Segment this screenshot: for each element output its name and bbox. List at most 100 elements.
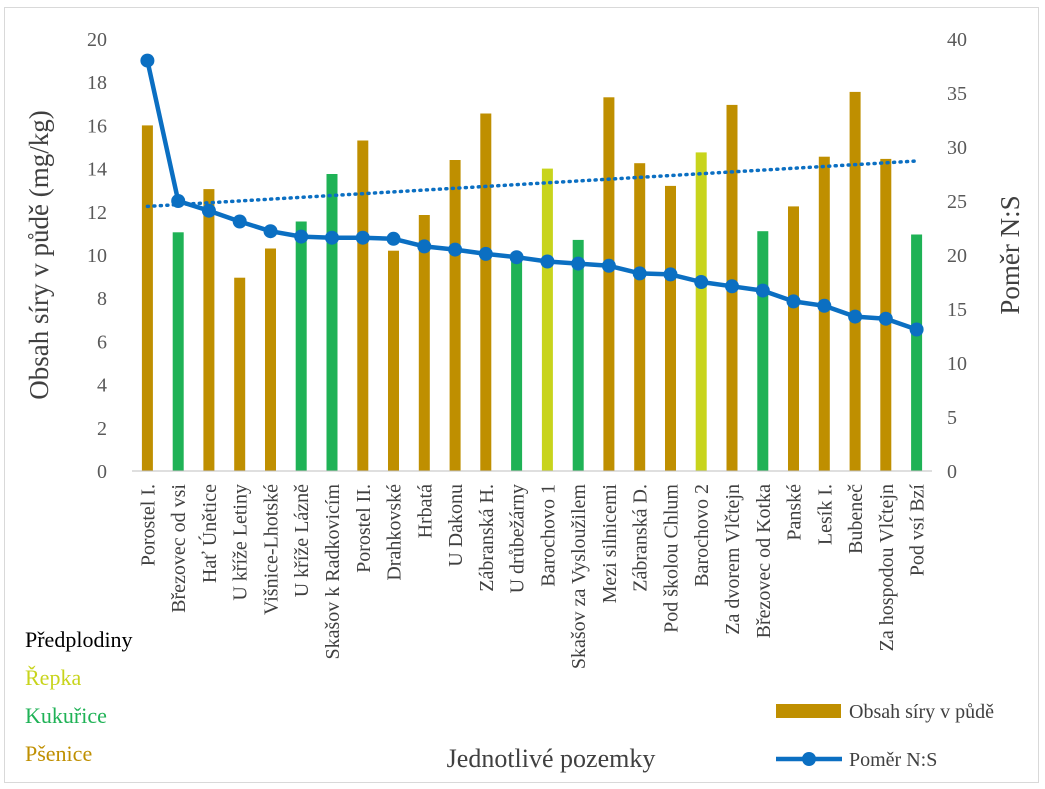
bar — [265, 248, 276, 471]
x-tick-label: Lesík I. — [814, 484, 836, 545]
line-point — [909, 322, 924, 337]
x-tick-label: Zábranská D. — [630, 484, 652, 592]
x-tick-label: Mezi silnicemi — [599, 484, 621, 604]
y-tick-label: 0 — [97, 461, 107, 483]
y2-tick-label: 40 — [947, 29, 967, 51]
x-tick-label: Porostel I. — [137, 484, 159, 566]
line-point — [878, 311, 893, 326]
bar — [849, 91, 861, 472]
x-tick-label: U kříže Lázně — [291, 484, 313, 597]
line-point — [509, 250, 524, 265]
x-tick-label: Březovec od vsi — [168, 484, 190, 613]
legend-bar-label: Obsah síry v půdě — [849, 701, 994, 723]
legend-line-label: Poměr N:S — [849, 749, 937, 771]
y2-tick-label: 5 — [947, 407, 957, 429]
y2-axis-title: Poměr N:S — [995, 195, 1025, 314]
line-point — [448, 242, 463, 257]
bar — [480, 113, 492, 471]
y-tick-label: 6 — [97, 331, 107, 353]
line-path — [145, 60, 918, 332]
y-tick-label: 14 — [87, 159, 107, 181]
line-point — [263, 224, 278, 239]
line-point — [417, 239, 432, 254]
bar-series — [141, 91, 923, 472]
bar — [788, 206, 799, 471]
x-tick-label: U Dakonu — [445, 484, 467, 567]
line-point — [848, 309, 863, 324]
y-axis-title: Obsah síry v půdě (mg/kg) — [24, 110, 54, 399]
x-tick-label: Hať Únětice — [197, 484, 221, 583]
x-tick-label: Barochovo 1 — [537, 484, 559, 587]
bar — [388, 250, 399, 471]
x-tick-label: U kříže Letiny — [230, 484, 252, 601]
x-tick-label: U drůbežárny — [507, 484, 529, 593]
bar — [234, 277, 246, 471]
line-point — [663, 267, 678, 282]
bar — [541, 168, 553, 471]
line-point — [478, 246, 493, 261]
line-point — [294, 229, 309, 244]
bar — [172, 232, 184, 471]
bar — [572, 239, 584, 471]
line-point — [601, 258, 616, 273]
line-series — [140, 53, 924, 337]
y2-tick-label: 25 — [947, 191, 967, 213]
bar — [295, 221, 307, 471]
y-tick-label: 18 — [87, 72, 107, 94]
bar — [418, 215, 430, 471]
x-axis-title: Jednotlivé pozemky — [447, 744, 656, 773]
line-point — [140, 53, 155, 68]
y-tick-label: 4 — [97, 375, 107, 397]
x-tick-label: Za dvorem Vlčtejn — [722, 484, 744, 635]
y2-tick-label: 15 — [947, 299, 967, 321]
line-point — [755, 283, 770, 298]
x-tick-label: Barochovo 2 — [691, 484, 713, 587]
legend-bar-swatch — [776, 704, 841, 718]
bar — [695, 152, 707, 471]
bar — [326, 174, 338, 471]
x-tick-label: Panské — [784, 484, 806, 541]
crop-legend-wheat: Pšenice — [25, 741, 92, 766]
bar — [449, 160, 461, 471]
y2-tick-label: 20 — [947, 245, 967, 267]
x-tick-label: Bubeneč — [845, 484, 867, 554]
crop-legend-maize: Kukuřice — [25, 703, 107, 728]
x-tick-label: Zábranská H. — [476, 484, 498, 592]
bar — [757, 231, 769, 471]
x-tick-label: Březovec od Kotka — [753, 484, 775, 639]
x-tick-label: Skašov za Vysloužilem — [568, 484, 590, 670]
y-tick-label: 8 — [97, 288, 107, 310]
crop-legend: Předplodiny Řepka Kukuřice Pšenice — [25, 627, 133, 766]
line-point — [171, 194, 186, 208]
x-tick-label: Pod vsí Bzí — [907, 484, 929, 577]
line-point — [386, 231, 401, 246]
line-point — [325, 230, 339, 245]
x-tick-label: Porostel II. — [353, 484, 375, 573]
y2-tick-label: 10 — [947, 353, 967, 375]
x-axis-categories: Porostel I. Březovec od vsi Hať Únětice U k… — [137, 484, 928, 670]
x-tick-label: Drahkovské — [384, 484, 406, 581]
line-point — [355, 230, 370, 245]
line-point — [632, 266, 647, 281]
x-tick-label: Hrbatá — [414, 484, 436, 539]
x-tick-label: Višnice-Lhotské — [261, 484, 283, 615]
bar — [357, 140, 369, 471]
chart-frame — [4, 7, 1039, 783]
bar — [634, 163, 646, 471]
legend-line-marker — [802, 752, 816, 766]
line-point — [571, 256, 586, 271]
line-point — [232, 214, 247, 229]
trendline — [145, 159, 919, 209]
bar — [603, 97, 615, 472]
trendline-path — [145, 159, 919, 209]
y-tick-label: 2 — [97, 418, 107, 440]
line-point — [540, 254, 555, 269]
x-tick-label: Pod školou Chlum — [661, 484, 683, 633]
bar — [203, 189, 215, 471]
y-tick-label: 12 — [87, 202, 107, 224]
y2-tick-label: 35 — [947, 83, 967, 105]
y2-axis-ticks: 0 5 10 15 20 25 30 35 40 — [947, 29, 967, 483]
chart-legend: Obsah síry v půdě Poměr N:S — [776, 701, 994, 771]
bar — [911, 234, 923, 471]
